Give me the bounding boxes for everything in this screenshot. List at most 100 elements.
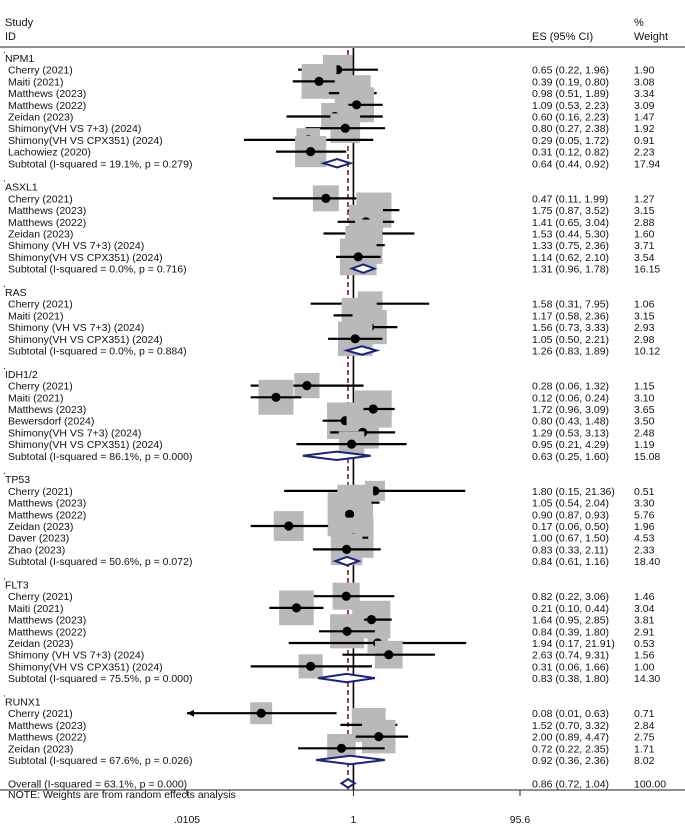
overall-weight: 100.00	[634, 778, 666, 790]
point-estimate	[351, 100, 362, 110]
point-estimate	[291, 603, 302, 613]
subtotal-diamond	[317, 672, 376, 684]
study-label: Cherry (2021)	[8, 591, 73, 603]
subtotal-es-ci: 1.26 (0.83, 1.89)	[532, 346, 609, 358]
study-label: Matthews (2022)	[8, 509, 86, 521]
subtotal-weight: 8.02	[634, 755, 655, 767]
overall-label: Overall (I-squared = 63.1%, p = 0.000)	[8, 778, 187, 790]
point-estimate	[271, 392, 281, 402]
study-label: Zeidan (2023)	[8, 743, 73, 755]
subtotal-label: Subtotal (I-squared = 50.6%, p = 0.072)	[8, 556, 192, 568]
study-label: Matthews (2023)	[8, 720, 86, 732]
study-weight: 3.34	[634, 88, 655, 100]
study-es-ci: 1.56 (0.73, 3.33)	[532, 322, 609, 334]
header-weight: Weight	[634, 31, 668, 43]
subtotal-label: Subtotal (I-squared = 86.1%, p = 0.000)	[8, 451, 192, 463]
study-label: Shimony (VH VS 7+3) (2024)	[8, 322, 144, 334]
study-es-ci: 0.80 (0.43, 1.48)	[532, 416, 609, 428]
subtotal-es-ci: 0.64 (0.44, 0.92)	[532, 158, 609, 170]
x-tick-label: .0105	[174, 814, 200, 826]
study-label: Shimony(VH VS CPX351) (2024)	[8, 252, 163, 264]
study-es-ci: 0.08 (0.01, 0.63)	[532, 708, 609, 720]
study-es-ci: 1.52 (0.70, 3.32)	[532, 720, 609, 732]
study-label: Cherry (2021)	[8, 381, 73, 393]
group-dot-mark: .	[3, 360, 6, 372]
study-label: Matthews (2023)	[8, 498, 86, 510]
study-label: Cherry (2021)	[8, 65, 73, 77]
study-weight: 1.92	[634, 123, 655, 135]
study-weight: 3.71	[634, 240, 655, 252]
subtotal-diamond	[349, 263, 378, 274]
group-label-npm1: NPM1	[5, 53, 34, 65]
subtotal-label: Subtotal (I-squared = 19.1%, p = 0.279)	[8, 158, 192, 170]
study-es-ci: 0.47 (0.11, 1.99)	[532, 193, 608, 205]
study-label: Maiti (2021)	[8, 603, 63, 615]
plot-text: NPM1.Cherry (2021) 0.65 (0.22, 1.96) 1.90M…	[3, 44, 666, 801]
point-estimate	[353, 252, 363, 262]
study-weight: 1.00	[634, 661, 655, 673]
study-label: Shimony(VH VS 7+3) (2024)	[8, 123, 141, 135]
study-es-ci: 0.98 (0.51, 1.89)	[532, 88, 609, 100]
study-label: Shimony(VH VS 7+3) (2024)	[8, 427, 141, 439]
study-es-ci: 0.31 (0.12, 0.82)	[532, 147, 609, 159]
subtotal-weight: 10.12	[634, 346, 660, 358]
point-estimate	[366, 615, 377, 625]
header-es: ES (95% CI)	[532, 31, 593, 43]
subtotal-label: Subtotal (I-squared = 0.0%, p = 0.716)	[8, 264, 187, 276]
point-estimate	[341, 591, 351, 601]
study-weight: 1.47	[634, 112, 655, 124]
study-es-ci: 0.90 (0.87, 0.93)	[532, 509, 609, 521]
study-es-ci: 0.60 (0.16, 2.23)	[532, 112, 609, 124]
study-weight: 3.10	[634, 392, 655, 404]
study-es-ci: 1.00 (0.67, 1.50)	[532, 533, 609, 545]
study-label: Matthews (2023)	[8, 404, 86, 416]
study-es-ci: 1.05 (0.54, 2.04)	[532, 498, 609, 510]
study-weight: 2.91	[634, 626, 655, 638]
subtotal-weight: 17.94	[634, 158, 660, 170]
plot-marks	[187, 54, 467, 789]
subtotal-es-ci: 0.84 (0.61, 1.16)	[532, 556, 609, 568]
study-es-ci: 2.63 (0.74, 9.31)	[532, 650, 609, 662]
study-es-ci: 0.95 (0.21, 4.29)	[532, 439, 609, 451]
group-dot-mark: .	[3, 688, 6, 700]
study-label: Cherry (2021)	[8, 299, 73, 311]
study-weight: 2.88	[634, 217, 655, 229]
subtotal-label: Subtotal (I-squared = 0.0%, p = 0.884)	[8, 346, 187, 358]
study-weight: 3.50	[634, 416, 655, 428]
study-label: Shimony (VH VS 7+3) (2024)	[8, 650, 144, 662]
study-label: Cherry (2021)	[8, 486, 73, 498]
header-study: Study	[5, 17, 34, 29]
study-label: Shimony(VH VS CPX351) (2024)	[8, 135, 163, 147]
study-es-ci: 0.80 (0.27, 2.38)	[532, 123, 609, 135]
study-es-ci: 2.00 (0.89, 4.47)	[532, 732, 609, 744]
study-weight: 1.56	[634, 650, 655, 662]
group-dot-mark: .	[3, 465, 6, 477]
study-weight: 1.46	[634, 591, 655, 603]
study-weight: 2.84	[634, 720, 655, 732]
study-label: Zeidan (2023)	[8, 638, 73, 650]
study-label: Matthews (2022)	[8, 732, 86, 744]
study-weight: 0.71	[634, 708, 655, 720]
study-es-ci: 1.33 (0.75, 2.36)	[532, 240, 609, 252]
point-estimate	[302, 381, 312, 391]
group-dot-mark: .	[3, 173, 6, 185]
point-estimate	[368, 404, 378, 414]
study-label: Matthews (2023)	[8, 205, 86, 217]
subtotal-diamond	[315, 754, 385, 766]
study-es-ci: 1.72 (0.96, 3.09)	[532, 404, 609, 416]
study-label: Shimony(VH VS CPX351) (2024)	[8, 334, 163, 346]
study-es-ci: 0.83 (0.33, 2.11)	[532, 544, 608, 556]
study-es-ci: 0.29 (0.05, 1.72)	[532, 135, 609, 147]
subtotal-label: Subtotal (I-squared = 67.6%, p = 0.026)	[8, 755, 192, 767]
point-estimate	[256, 708, 266, 718]
study-label: Zeidan (2023)	[8, 229, 73, 241]
study-es-ci: 1.94 (0.17, 21.91)	[532, 638, 615, 650]
study-weight: 2.48	[634, 427, 655, 439]
point-estimate	[344, 509, 355, 519]
study-label: Zhao (2023)	[8, 544, 65, 556]
subtotal-label: Subtotal (I-squared = 75.5%, p = 0.000)	[8, 673, 192, 685]
study-weight: 3.04	[634, 603, 655, 615]
point-estimate	[384, 650, 394, 660]
group-label-flt3: FLT3	[5, 580, 29, 592]
